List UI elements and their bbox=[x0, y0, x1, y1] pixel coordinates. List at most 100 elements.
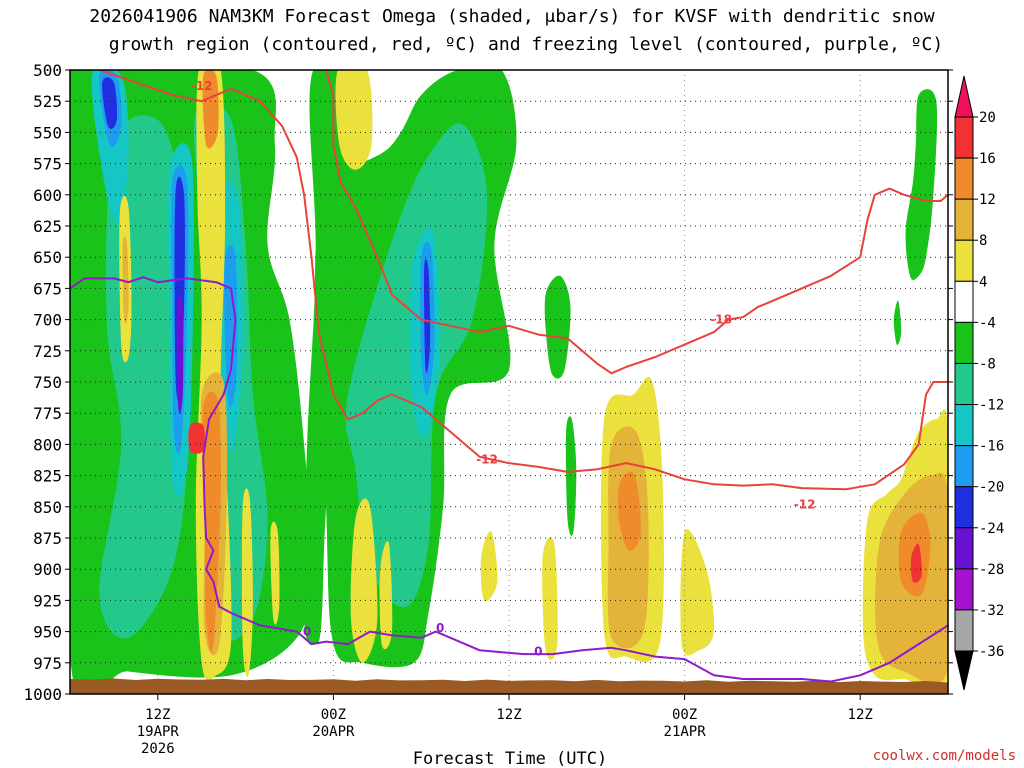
colorbar-label-5: -4 bbox=[979, 315, 996, 331]
y-tick-label-525: 525 bbox=[33, 92, 62, 111]
omega-region--28-21 bbox=[176, 295, 184, 414]
chart-title-line-2: growth region (contoured, red, ºC) and f… bbox=[109, 34, 943, 55]
y-tick-label-500: 500 bbox=[33, 61, 62, 80]
omega-region-12-39 bbox=[202, 70, 219, 149]
freezing-level-contour bbox=[70, 276, 948, 683]
omega-region-8-34 bbox=[122, 236, 129, 324]
y-tick-label-650: 650 bbox=[33, 248, 62, 267]
omega-region-4-27 bbox=[350, 498, 378, 663]
omega-region-4-28 bbox=[379, 541, 393, 650]
colorbar-label-9: -20 bbox=[979, 480, 1004, 496]
omega-region--8-4 bbox=[565, 416, 577, 536]
colorbar-band-5 bbox=[954, 321, 974, 364]
y-tick-label-900: 900 bbox=[33, 560, 62, 579]
colorbar-band-8 bbox=[954, 445, 974, 488]
y-tick-label-1000: 1000 bbox=[23, 685, 62, 704]
colorbar-band-12 bbox=[954, 609, 974, 652]
y-tick-label-875: 875 bbox=[33, 529, 62, 548]
x-tick-label-time-30: 12Z bbox=[496, 707, 521, 723]
dgz-contour-label-3: -18 bbox=[710, 313, 732, 327]
omega-region-16-42 bbox=[188, 422, 205, 454]
y-tick-label-750: 750 bbox=[33, 373, 62, 392]
omega-region-4-26 bbox=[335, 70, 373, 170]
dgz-contour-0 bbox=[98, 70, 948, 491]
y-tick-label-825: 825 bbox=[33, 467, 62, 486]
omega-region-12-40 bbox=[617, 471, 641, 551]
y-tick-label-600: 600 bbox=[33, 186, 62, 205]
colorbar-label-2: 12 bbox=[979, 192, 996, 208]
y-tick-label-725: 725 bbox=[33, 342, 62, 361]
colorbar-band-1 bbox=[954, 157, 974, 200]
dgz-contour-label-0: -12 bbox=[191, 79, 213, 93]
omega-region--8-3 bbox=[544, 275, 571, 379]
colorbar-label-11: -28 bbox=[979, 562, 1004, 578]
omega-region--8-6 bbox=[893, 300, 902, 345]
chart-title-line-1: 2026041906 NAM3KM Forecast Omega (shaded… bbox=[89, 6, 934, 27]
dgz-contour-label-2: -12 bbox=[794, 497, 816, 511]
grid-layer bbox=[70, 70, 948, 694]
y-tick-label-975: 975 bbox=[33, 654, 62, 673]
colorbar-band-6 bbox=[954, 362, 974, 406]
y-tick-label-700: 700 bbox=[33, 311, 62, 330]
omega-region-4-30 bbox=[542, 537, 558, 660]
x-tick-label-time-18: 00Z bbox=[321, 707, 346, 723]
colorbar-label-8: -16 bbox=[979, 439, 1004, 455]
colorbar-label-13: -36 bbox=[979, 644, 1004, 660]
omega-region-16-43 bbox=[910, 543, 922, 583]
y-tick-label-850: 850 bbox=[33, 498, 62, 517]
colorbar-label-12: -32 bbox=[979, 603, 1004, 619]
omega-region--24-20 bbox=[102, 77, 118, 129]
colorbar-band-3 bbox=[954, 239, 974, 282]
omega-region--20-15 bbox=[224, 244, 238, 408]
y-tick-label-550: 550 bbox=[33, 123, 62, 142]
plot-area: -12 -12 -12 -18 0 0 0 bbox=[70, 70, 948, 694]
omega-region-4-32 bbox=[680, 529, 715, 656]
colorbar-label-0: 20 bbox=[979, 110, 996, 126]
y-tick-label-575: 575 bbox=[33, 155, 62, 174]
ground-terrain bbox=[70, 678, 948, 694]
omega-region-12-38 bbox=[202, 391, 221, 653]
ground-layer bbox=[70, 678, 948, 694]
y-axis: 500 525 550 575 600 625 650 675 700 725 750 775 800 8… bbox=[23, 61, 953, 704]
colorbar-label-10: -24 bbox=[979, 521, 1004, 537]
omega-region-4-25 bbox=[270, 521, 280, 625]
y-tick-label-925: 925 bbox=[33, 591, 62, 610]
credit-text: coolwx.com/models bbox=[873, 748, 1016, 764]
freezing-level-label-0: 0 bbox=[303, 625, 311, 639]
omega-region--8-5 bbox=[905, 89, 938, 280]
dgz-contour-label-1: -12 bbox=[476, 452, 498, 466]
x-tick-label-time-6: 12Z bbox=[145, 707, 170, 723]
colorbar-band-4 bbox=[954, 280, 974, 323]
colorbar-bottom-arrow bbox=[954, 650, 974, 691]
colorbar-band-7 bbox=[954, 404, 974, 447]
colorbar-band-2 bbox=[954, 198, 974, 241]
x-tick-label-date-42: 21APR bbox=[664, 724, 707, 740]
y-tick-label-800: 800 bbox=[33, 435, 62, 454]
y-tick-label-675: 675 bbox=[33, 279, 62, 298]
y-tick-label-775: 775 bbox=[33, 404, 62, 423]
x-tick-label-time-42: 00Z bbox=[672, 707, 697, 723]
x-tick-label-time-54: 12Z bbox=[848, 707, 873, 723]
colorbar-label-3: 8 bbox=[979, 233, 987, 249]
colorbar-label-7: -12 bbox=[979, 398, 1004, 414]
contour-layer: -12 -12 -12 -18 0 0 0 bbox=[70, 70, 948, 683]
omega-region-4-29 bbox=[480, 531, 498, 602]
colorbar: 20 16 12 8 4 -4 -8 -12 -16 -20 -24 -28 -32 -36 bbox=[954, 75, 1004, 691]
colorbar-label-4: 4 bbox=[979, 274, 987, 290]
colorbar-top-arrow bbox=[954, 75, 974, 118]
colorbar-band-11 bbox=[954, 568, 974, 611]
colorbar-label-1: 16 bbox=[979, 151, 996, 167]
y-tick-label-625: 625 bbox=[33, 217, 62, 236]
freezing-level-label-1: 0 bbox=[436, 621, 444, 635]
omega-region-4-24 bbox=[241, 488, 253, 678]
colorbar-label-6: -8 bbox=[979, 356, 996, 372]
colorbar-band-0 bbox=[954, 116, 974, 159]
dgz-contour-1 bbox=[325, 70, 948, 375]
x-tick-label-year-6: 2026 bbox=[141, 741, 175, 757]
freezing-level-label-2: 0 bbox=[534, 645, 542, 659]
x-tick-label-date-6: 19APR bbox=[137, 724, 180, 740]
x-axis-label: Forecast Time (UTC) bbox=[413, 749, 607, 768]
x-tick-label-date-18: 20APR bbox=[312, 724, 355, 740]
